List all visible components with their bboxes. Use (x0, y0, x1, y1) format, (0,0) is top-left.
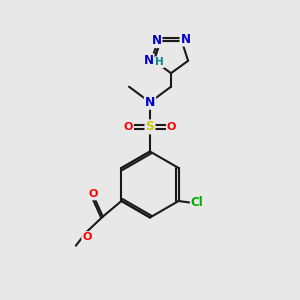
Text: N: N (181, 33, 190, 46)
Text: N: N (143, 54, 154, 67)
Text: H: H (155, 57, 164, 67)
Text: O: O (124, 122, 133, 132)
Text: N: N (152, 34, 161, 47)
Text: N: N (145, 96, 155, 109)
Text: O: O (88, 189, 98, 200)
Text: S: S (146, 120, 154, 134)
Text: O: O (167, 122, 176, 132)
Text: Cl: Cl (191, 196, 204, 209)
Text: O: O (82, 232, 92, 242)
